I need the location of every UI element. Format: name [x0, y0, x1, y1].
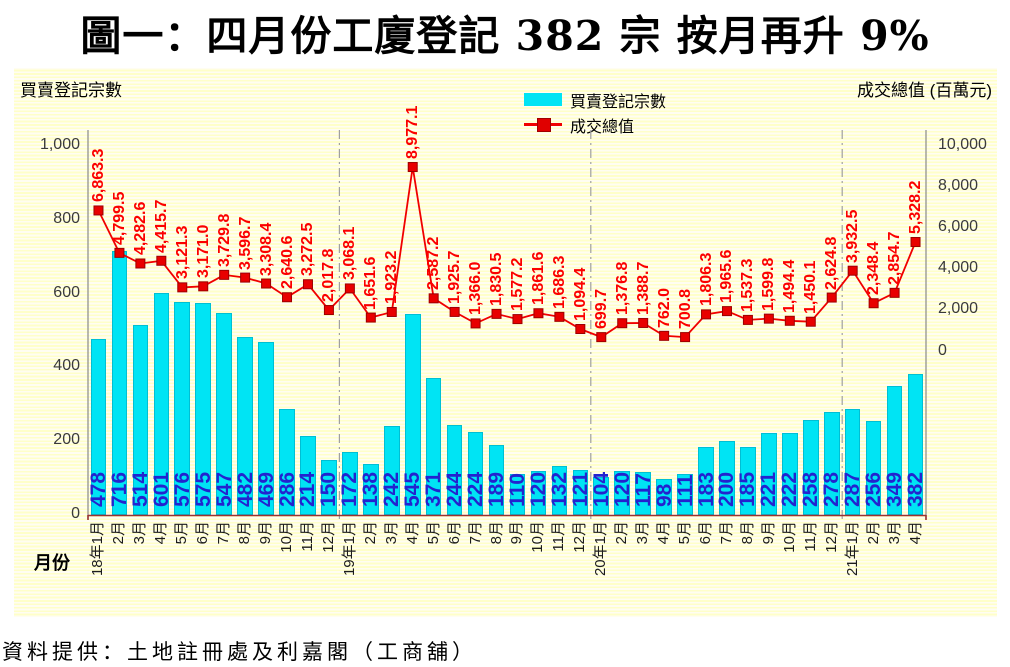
- legend-item-label: 買賣登記宗數: [570, 93, 667, 111]
- source-note: 資料提供：土地註冊處及利嘉閣（工商舖）: [2, 641, 477, 664]
- left-axis-title: 買賣登記宗數: [20, 81, 122, 100]
- right-axis-title: 成交總值 (百萬元): [856, 81, 992, 100]
- legend-item-registrations: 買賣登記宗數: [524, 87, 666, 112]
- legend-item-value: 成交總值: [524, 112, 666, 137]
- bar-swatch-icon: [524, 93, 562, 106]
- chart-canvas: [14, 68, 997, 617]
- chart-title: 圖一：四月份工廈登記 382 宗 按月再升 9%: [80, 12, 930, 60]
- line-swatch-icon: [524, 118, 562, 132]
- x-axis-title: 月份: [34, 553, 70, 573]
- legend-item-label: 成交總值: [570, 118, 635, 136]
- square-marker-icon: [537, 118, 551, 132]
- legend: 買賣登記宗數 成交總值: [524, 87, 666, 137]
